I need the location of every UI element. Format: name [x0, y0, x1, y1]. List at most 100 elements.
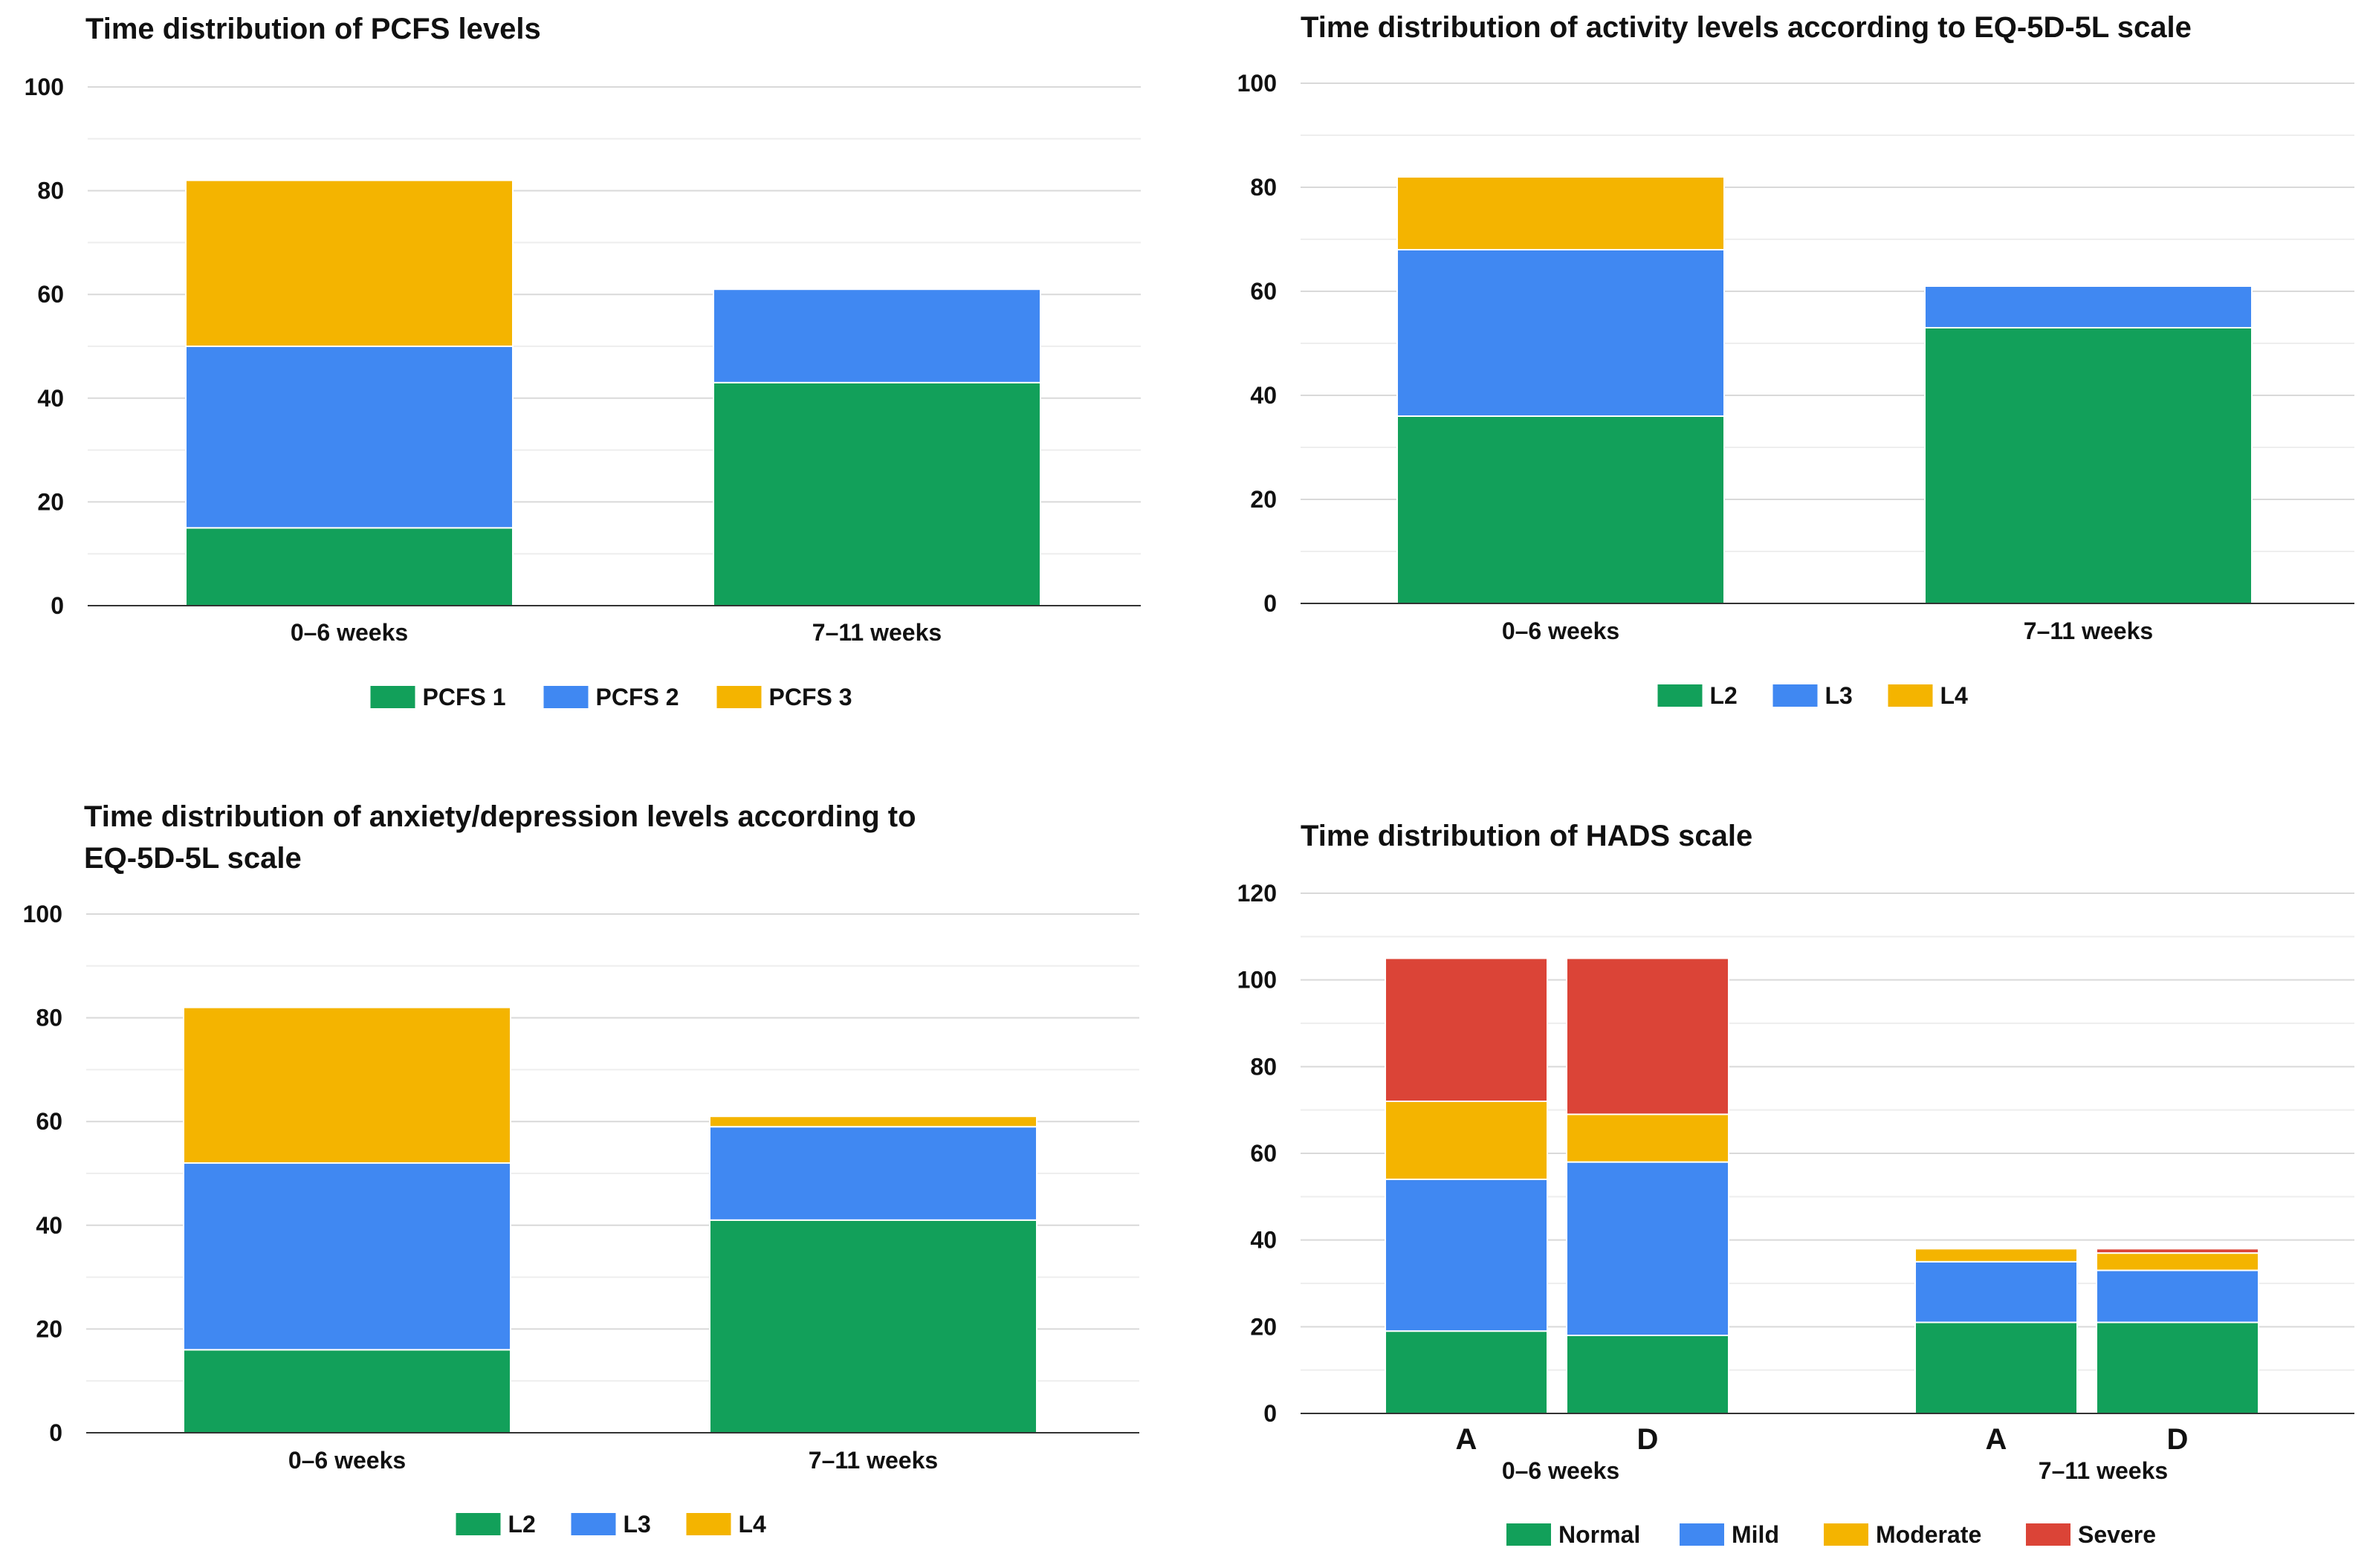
legend-label: Moderate: [1876, 1521, 1981, 1548]
bar-segment: [1385, 1330, 1548, 1414]
x-category-label: 7–11 weeks: [812, 619, 942, 646]
legend: L2 L3 L4: [456, 1511, 766, 1538]
y-tick-label: 120: [1237, 880, 1277, 907]
legend-swatch: [1888, 684, 1933, 707]
y-tick-label: 60: [1250, 1140, 1277, 1167]
legend-swatch: [1657, 684, 1703, 707]
legend: L2 L3 L4: [1657, 682, 1969, 709]
bar-segment: [1396, 249, 1725, 417]
y-tick-label: 60: [36, 1108, 62, 1135]
bar-segment: [185, 346, 514, 529]
bar-segment: [185, 179, 514, 347]
legend-label: PCFS 1: [423, 684, 506, 710]
x-category-label: 0–6 weeks: [291, 619, 408, 646]
y-tick-label: 40: [37, 385, 64, 412]
bar-segment: [2096, 1252, 2259, 1271]
x-category-label: 7–11 weeks: [2024, 618, 2153, 644]
y-tick-label: 80: [36, 1005, 62, 1031]
bar-segment: [183, 1349, 511, 1433]
bar-segment: [1914, 1248, 2078, 1263]
legend-item: L4: [686, 1511, 766, 1538]
legend-label: L4: [1940, 682, 1969, 709]
legend-swatch: [716, 686, 762, 708]
y-tick-label: 0: [1263, 1400, 1277, 1427]
bar-segment: [183, 1006, 511, 1164]
legend: Normal Mild Moderate Severe: [1506, 1521, 2156, 1548]
legend-swatch: [686, 1513, 731, 1535]
legend-item: Normal: [1506, 1521, 1640, 1548]
y-tick-label: 60: [1250, 278, 1277, 305]
chart-title: EQ-5D-5L scale: [84, 842, 302, 875]
chart-title: Time distribution of HADS scale: [1301, 820, 1752, 852]
bar-segment: [1396, 415, 1725, 604]
x-category-label: 7–11 weeks: [809, 1447, 938, 1474]
legend-swatch: [2026, 1523, 2070, 1546]
legend-item: L3: [1772, 682, 1853, 709]
bar-segment: [1566, 1113, 1729, 1163]
x-subcategory-label: D: [1637, 1423, 1659, 1456]
bar-segment: [1924, 327, 2253, 604]
bar-segment: [1914, 1260, 2078, 1324]
legend-swatch: [1772, 684, 1818, 707]
x-group-label: 7–11 weeks: [2039, 1457, 2168, 1484]
y-tick-label: 20: [37, 488, 64, 515]
x-group-label: 0–6 weeks: [1502, 1457, 1619, 1484]
legend-item: Moderate: [1824, 1521, 1981, 1548]
y-tick-label: 100: [25, 74, 64, 100]
y-tick-label: 0: [49, 1419, 62, 1446]
legend-swatch: [1680, 1523, 1724, 1546]
y-tick-label: 20: [1250, 486, 1277, 513]
y-tick-label: 80: [37, 178, 64, 204]
x-subcategory-label: A: [1986, 1423, 2007, 1456]
x-subcategory-label: D: [2167, 1423, 2189, 1456]
legend-item: L3: [571, 1511, 651, 1538]
y-tick-label: 0: [51, 592, 64, 619]
bar-segment: [1385, 1179, 1548, 1332]
y-tick-label: 40: [1250, 382, 1277, 409]
legend: PCFS 1 PCFS 2 PCFS 3: [370, 684, 852, 710]
bar-segment: [2096, 1248, 2259, 1254]
legend-label: L2: [508, 1511, 536, 1538]
y-tick-label: 100: [1237, 967, 1277, 994]
bar-segment: [709, 1219, 1037, 1433]
legend-label: L2: [1710, 682, 1738, 709]
y-tick-label: 0: [1263, 590, 1277, 617]
chart-title: Time distribution of anxiety/depression …: [84, 800, 916, 833]
bar-segment: [1924, 285, 2253, 328]
bar-segment: [183, 1162, 511, 1351]
legend-item: PCFS 1: [370, 684, 506, 710]
y-tick-label: 80: [1250, 1053, 1277, 1080]
y-tick-label: 20: [1250, 1313, 1277, 1340]
y-tick-label: 100: [23, 901, 62, 927]
legend-swatch: [456, 1513, 501, 1535]
bar-segment: [709, 1115, 1037, 1128]
bar-segment: [1385, 1101, 1548, 1180]
legend-swatch: [370, 686, 415, 708]
bar-segment: [2096, 1269, 2259, 1324]
legend-item: PCFS 2: [543, 684, 679, 710]
bar-segment: [1385, 957, 1548, 1102]
y-tick-label: 100: [1237, 70, 1277, 97]
legend-label: L3: [624, 1511, 651, 1538]
legend-swatch: [1824, 1523, 1868, 1546]
legend-item: Severe: [2026, 1521, 2156, 1548]
bar-segment: [1396, 176, 1725, 250]
bar-segment: [1566, 1335, 1729, 1414]
legend-swatch: [571, 1513, 616, 1535]
y-tick-label: 20: [36, 1315, 62, 1342]
y-tick-label: 60: [37, 281, 64, 308]
chart-title: Time distribution of activity levels acc…: [1301, 11, 2192, 44]
x-category-label: 0–6 weeks: [1502, 618, 1619, 644]
bar-segment: [1914, 1321, 2078, 1414]
bar-segment: [1566, 1161, 1729, 1336]
legend-label: PCFS 3: [769, 684, 852, 710]
legend-item: L2: [456, 1511, 536, 1538]
bar-segment: [713, 381, 1041, 606]
y-tick-label: 80: [1250, 174, 1277, 201]
legend-label: L3: [1825, 682, 1853, 709]
legend-item: PCFS 3: [716, 684, 852, 710]
chart-hads: Time distribution of HADS scale 0 20 40 60 80…: [1237, 820, 2354, 1548]
chart-pcfs: Time distribution of PCFS levels 0 20 40 60 8…: [25, 13, 1141, 710]
bar-segment: [709, 1126, 1037, 1221]
